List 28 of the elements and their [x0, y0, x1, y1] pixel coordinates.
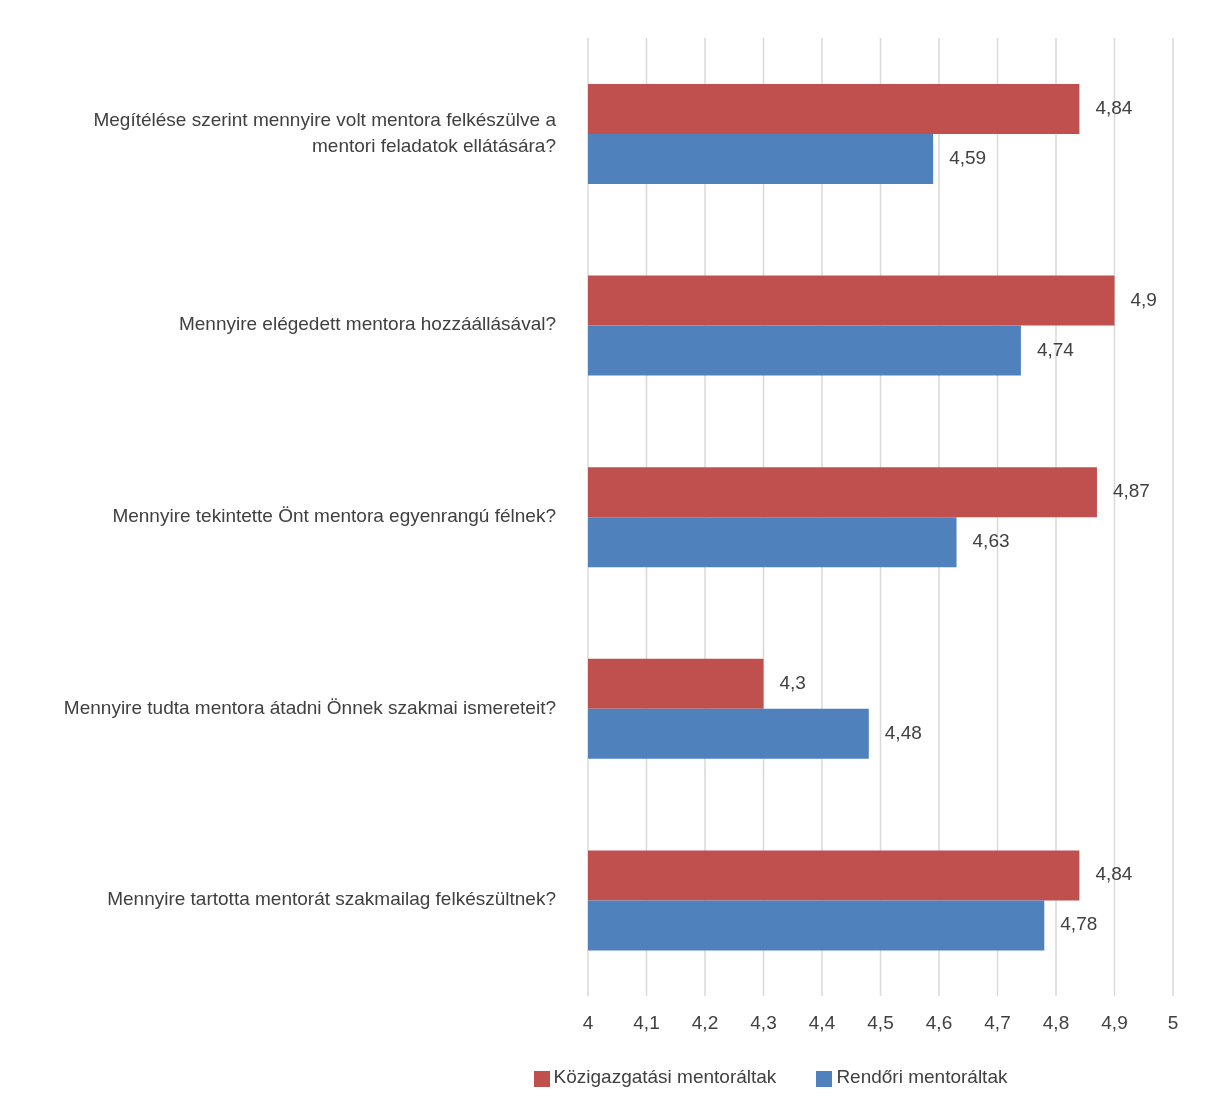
x-tick-label: 4,2	[691, 1012, 719, 1034]
x-tick-label: 4,4	[808, 1012, 836, 1034]
data-label: 4,63	[972, 530, 1010, 552]
x-tick-label: 4,6	[925, 1012, 953, 1034]
x-tick-label: 4	[582, 1012, 594, 1034]
data-label: 4,78	[1060, 913, 1098, 935]
data-label: 4,74	[1036, 338, 1075, 360]
legend-label: Közigazgatási mentoráltak	[553, 1066, 777, 1087]
data-label: 4,9	[1130, 288, 1157, 310]
data-label: 4,48	[884, 721, 922, 743]
x-tick-label: 4,3	[750, 1012, 777, 1034]
x-tick-label: 4,9	[1101, 1012, 1128, 1034]
y-tick-label: Mennyire tartotta mentorát szakmailag felkészültnek?	[107, 888, 556, 910]
data-label: 4,87	[1112, 480, 1150, 502]
data-label: 4,84	[1095, 97, 1133, 118]
legend-label: Rendőri mentoráltak	[836, 1066, 1008, 1087]
x-tick-label: 4,5	[867, 1012, 894, 1034]
data-label: 4,59	[949, 147, 987, 168]
x-tick-label: 4,8	[1042, 1012, 1070, 1034]
data-label: 4,3	[779, 671, 806, 693]
data-label: 4,84	[1095, 863, 1133, 885]
x-tick-label: 5	[1167, 1012, 1179, 1034]
x-tick-label: 4,1	[633, 1012, 660, 1034]
y-tick-label: Megítélése szerint mennyire volt mentora felkészülve a mentori feladatok ellátására?	[93, 108, 557, 156]
y-tick-label: Mennyire tekintette Önt mentora egyenrangú félnek?	[112, 505, 556, 527]
y-tick-label: Mennyire tudta mentora átadni Önnek szakmai ismereteit?	[63, 696, 556, 718]
x-tick-label: 4,7	[984, 1012, 1011, 1034]
y-tick-label: Mennyire elégedett mentora hozzáállásával?	[178, 313, 556, 335]
